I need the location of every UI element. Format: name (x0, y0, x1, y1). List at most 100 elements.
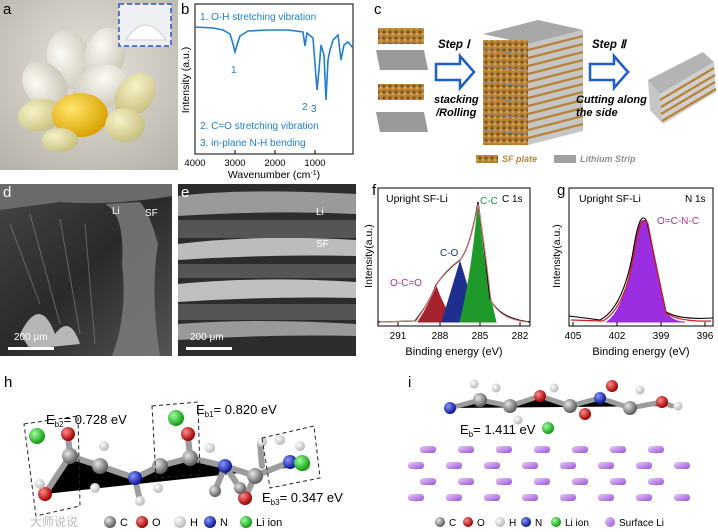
fabrication-schematic: Step Ⅰ stacking /Rolling Step Ⅱ Cutting (376, 20, 717, 164)
eb-label: Eb= 1.411 eV (460, 422, 536, 439)
panel-label-g: g (557, 184, 566, 199)
c1s-label-cc: C-C (480, 196, 498, 207)
n1s-tick-396: 396 (697, 331, 714, 342)
cut-slice (648, 52, 717, 124)
sem-image-e (178, 184, 356, 356)
svg-text:N: N (535, 518, 542, 529)
sf-plate-1 (378, 28, 424, 44)
binding-box-b1 (151, 401, 201, 479)
sem-d-li-label: Li (112, 206, 120, 217)
c1s-peak-cc (459, 203, 497, 323)
c1s-title: Upright SF-Li (386, 193, 448, 205)
step1-desc-2: /Rolling (435, 107, 477, 119)
sem-e-scale-bar: 200 μm (190, 332, 224, 343)
c1s-tick-282: 282 (512, 331, 529, 342)
step2-desc-1: Cutting along (576, 94, 647, 106)
ftir-chart: 4000 3000 2000 1000 Wavenumber (cm-1) In… (180, 3, 354, 180)
svg-text:O: O (152, 517, 161, 529)
c1s-ylabel: Intensity(a.u.) (363, 224, 375, 288)
c1s-tick-285: 285 (472, 331, 489, 342)
li-ion-b2 (29, 428, 45, 444)
n1s-element: N 1s (685, 194, 706, 205)
svg-text:Li ion: Li ion (256, 517, 282, 529)
ftir-peak-3: 3 (311, 104, 317, 115)
n1s-axes-frame (568, 187, 714, 327)
svg-text:Surface Li: Surface Li (619, 518, 664, 529)
panel-b-ftir: 4000 3000 2000 1000 Wavenumber (cm-1) In… (178, 0, 358, 180)
panel-h-binding-sites: Eb2= 0.728 eV Eb1= 0.820 eV Eb3= 0.347 e… (0, 366, 372, 532)
panel-a-cocoon-photo: a (0, 0, 178, 170)
atoms-h (35, 427, 310, 506)
li-ion-adsorbed (542, 422, 554, 434)
surface-li-layer (408, 446, 690, 501)
li-ion-b1 (168, 410, 184, 426)
legend-h: C O H N Li ion (104, 516, 282, 529)
n1s-title: Upright SF-Li (579, 193, 641, 205)
eb3-label: Eb3= 0.347 eV (262, 490, 343, 507)
ftir-peak-2: 2 (302, 102, 308, 113)
svg-text:C: C (120, 517, 128, 529)
legend-sf-swatch (476, 155, 498, 163)
legend-sf-text: SF plate (502, 154, 537, 164)
panel-label-c: c (374, 1, 382, 18)
ftir-legend-nh: 3. in-plane N-H bending (200, 138, 306, 149)
xps-c1s-chart: 291 288 285 282 Binding energy (eV) Inte… (363, 187, 531, 358)
c1s-label-co: C-O (440, 248, 459, 259)
c1s-tick-291: 291 (390, 331, 407, 342)
panel-label-b: b (181, 1, 190, 18)
n1s-tick-405: 405 (565, 331, 582, 342)
panel-d-sem: d Li SF 200 μm (0, 184, 172, 356)
svg-text:C: C (449, 518, 456, 529)
cocoon-photo-image (0, 0, 178, 170)
step1-desc-1: stacking (434, 94, 479, 106)
panel-label-h: h (4, 374, 13, 391)
ftir-peak-1: 1 (231, 65, 237, 76)
legend-li-swatch (554, 155, 576, 163)
ftir-tick-4000: 4000 (184, 158, 205, 169)
panel-label-d: d (3, 184, 12, 201)
svg-text:H: H (509, 518, 516, 529)
stacked-block (482, 20, 584, 145)
svg-text:Li ion: Li ion (565, 518, 589, 529)
c1s-fit-envelope (379, 203, 529, 323)
ftir-axes-frame (194, 3, 354, 155)
panel-f-xps-c1s: 291 288 285 282 Binding energy (eV) Inte… (360, 184, 538, 360)
ftir-ylabel: Intensity (a.u.) (180, 47, 192, 114)
sem-e-li-label: Li (316, 207, 324, 218)
xps-n1s-chart: 405 402 399 396 Binding energy (eV) Inte… (551, 187, 714, 358)
panel-c-schematic: Step Ⅰ stacking /Rolling Step Ⅱ Cutting (358, 0, 718, 172)
step1-label: Step Ⅰ (438, 39, 471, 51)
svg-text:H: H (190, 517, 198, 529)
atoms-i (444, 379, 683, 425)
c1s-axes-frame (377, 187, 531, 327)
panel-g-xps-n1s: 405 402 399 396 Binding energy (eV) Inte… (545, 184, 718, 360)
n1s-xlabel: Binding energy (eV) (592, 346, 689, 358)
n1s-tick-399: 399 (653, 331, 670, 342)
panel-label-i: i (408, 374, 412, 391)
n1s-fit (570, 220, 712, 322)
step2-arrow (588, 52, 630, 92)
binding-box-b2 (23, 415, 81, 517)
c1s-tick-288: 288 (432, 331, 449, 342)
n1s-peak (605, 219, 686, 323)
panel-label-f: f (372, 184, 377, 199)
step1-arrow (434, 52, 476, 92)
svg-text:O: O (477, 518, 485, 529)
li-ion-b3 (294, 455, 310, 471)
n1s-tick-402: 402 (609, 331, 626, 342)
eb2-label: Eb2= 0.728 eV (46, 412, 127, 429)
svg-text:N: N (220, 517, 228, 529)
ftir-xlabel: Wavenumber (cm-1) (228, 169, 320, 180)
li-strip-1 (376, 50, 428, 70)
molecule-i-render: Eb= 1.411 eV C O H N Li ion Surface Li (408, 379, 690, 529)
ftir-tick-2000: 2000 (264, 158, 285, 169)
c1s-label-occ: O-C=O (390, 278, 422, 289)
legend-i: C O H N Li ion Surface Li (435, 517, 664, 529)
c1s-element: C 1s (502, 194, 523, 205)
panel-e-sem: e Li SF 200 μm (178, 184, 356, 356)
watermark: 大师说说 (30, 514, 78, 529)
n1s-peak-label: O=C-N-C (657, 216, 699, 227)
step2-label: Step Ⅱ (592, 39, 627, 51)
sf-plate-2 (378, 84, 424, 100)
eb1-label: Eb1= 0.820 eV (196, 402, 277, 419)
